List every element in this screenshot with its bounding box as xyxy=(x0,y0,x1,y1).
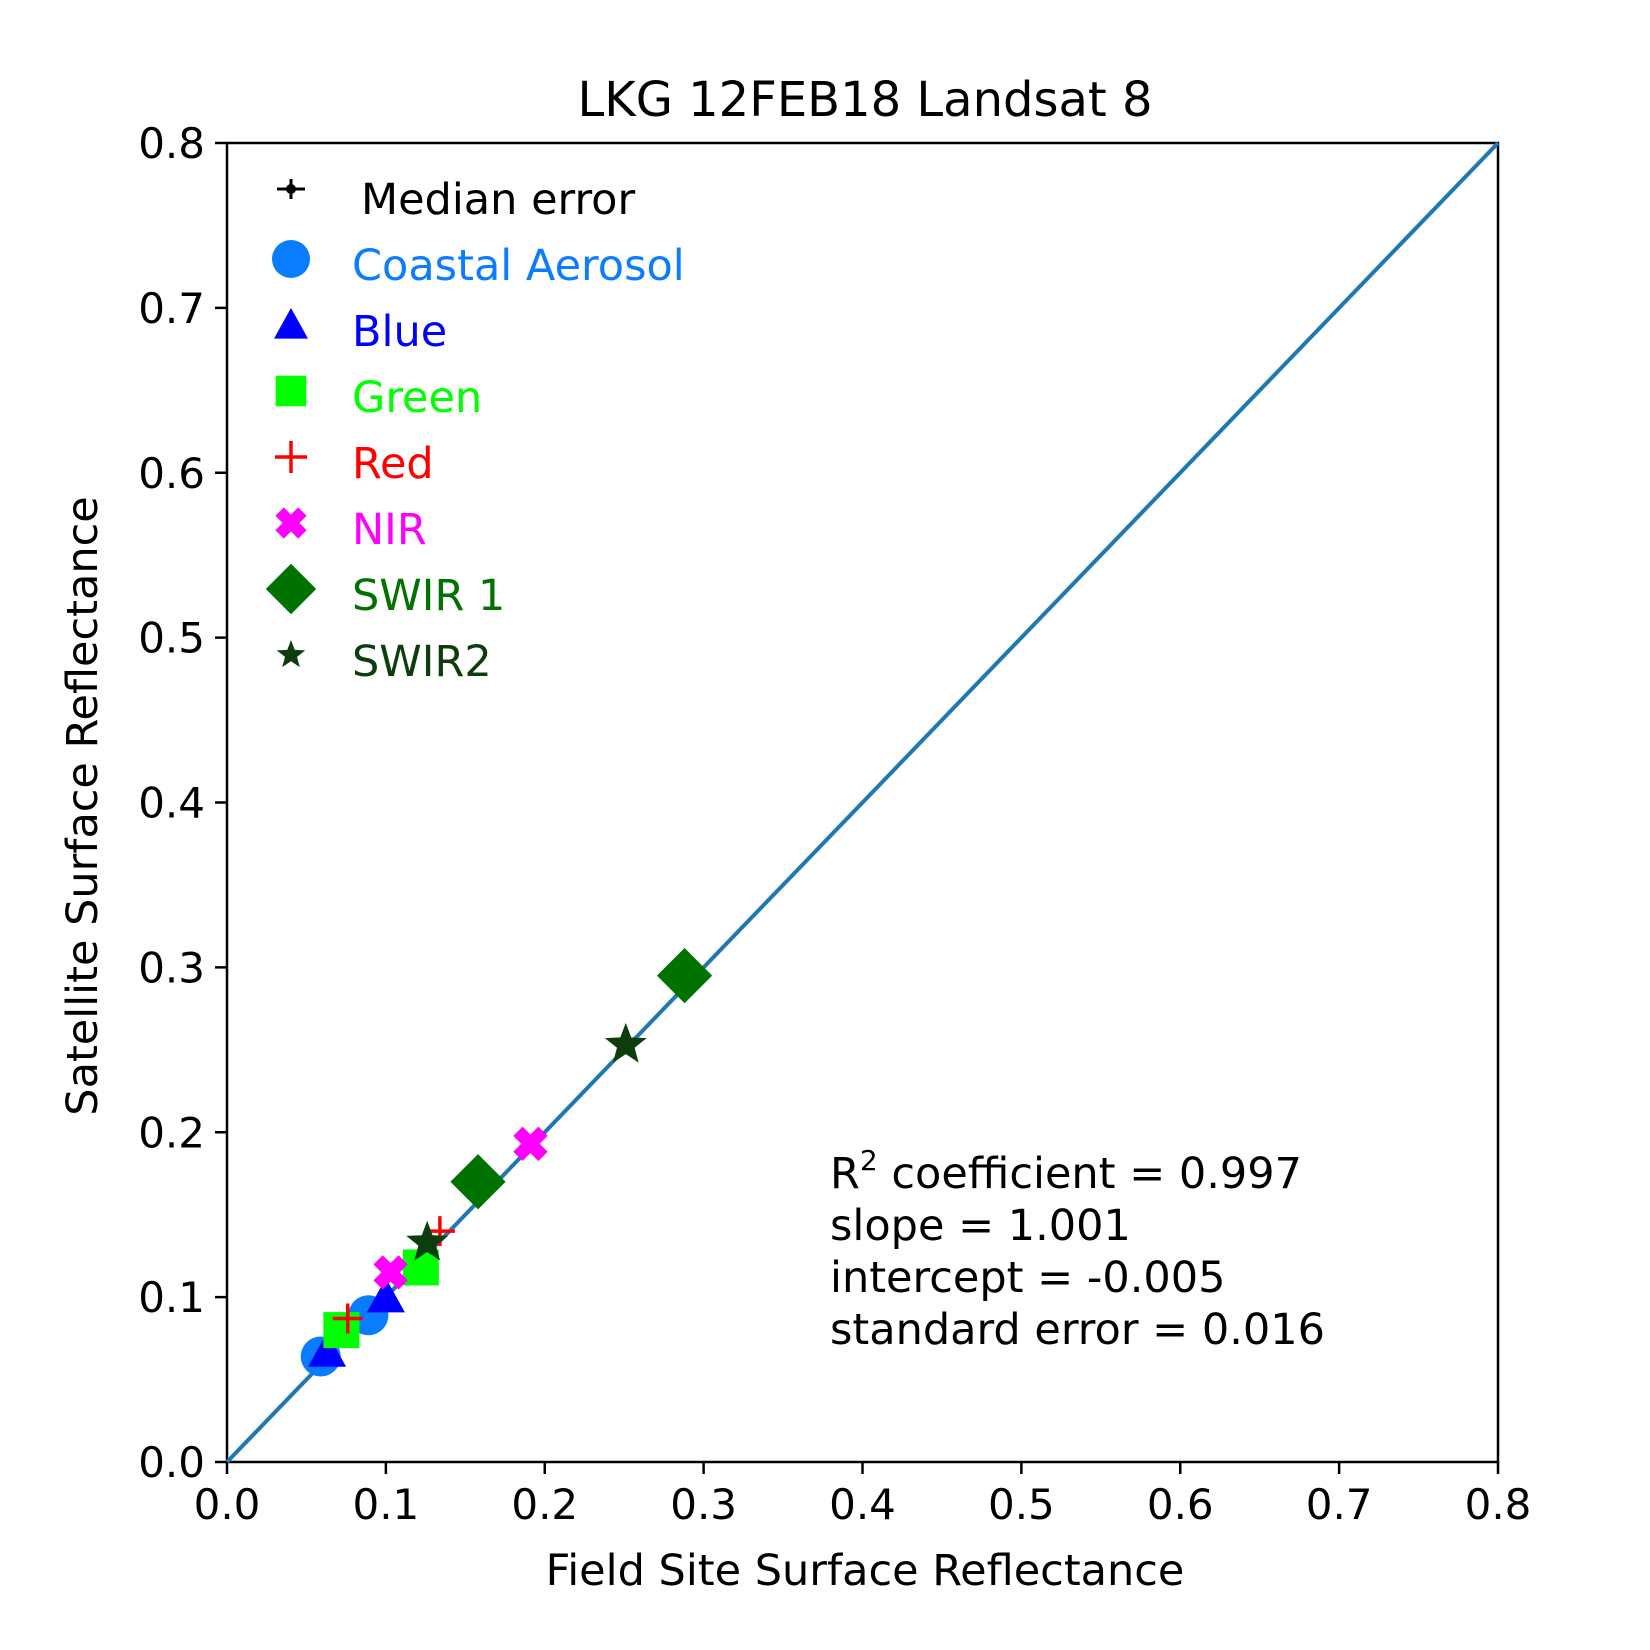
y-tick-label: 0.8 xyxy=(138,119,205,168)
y-tick-label: 0.1 xyxy=(138,1273,205,1322)
legend-marker-swir2 xyxy=(276,640,306,668)
data-point-swir-1 xyxy=(656,948,713,1004)
data-point-blue xyxy=(366,1278,405,1313)
x-tick-label: 0.3 xyxy=(670,1480,737,1529)
data-point-blue xyxy=(308,1332,347,1367)
chart-title: LKG 12FEB18 Landsat 8 xyxy=(577,72,1152,128)
intercept-text: intercept = -0.005 xyxy=(830,1253,1225,1303)
y-axis-label: Satellite Surface Reflectance xyxy=(58,496,108,1115)
errorbar-center xyxy=(286,184,296,194)
legend-label-swir2: SWIR2 xyxy=(352,637,492,687)
x-tick-label: 0.7 xyxy=(1306,1480,1373,1529)
data-point-nir xyxy=(373,1255,408,1290)
legend-label-green: Green xyxy=(352,373,482,423)
data-point-swir2 xyxy=(604,1022,647,1063)
stats-annotation: R2 coefficient = 0.997 slope = 1.001 int… xyxy=(830,1144,1325,1355)
standard-error-text: standard error = 0.016 xyxy=(830,1305,1325,1355)
y-tick-label: 0.4 xyxy=(138,779,205,828)
x-axis-label: Field Site Surface Reflectance xyxy=(546,1546,1185,1596)
x-tick-label: 0.5 xyxy=(988,1480,1055,1529)
x-tick-label: 0.1 xyxy=(352,1480,419,1529)
legend-marker-red xyxy=(275,441,307,473)
slope-text: slope = 1.001 xyxy=(830,1201,1131,1251)
legend-label-red: Red xyxy=(352,439,434,489)
legend-label-swir-1: SWIR 1 xyxy=(352,571,505,621)
legend: Median error Coastal Aerosol Blue Green Red N… xyxy=(265,175,685,687)
y-tick-label: 0.3 xyxy=(138,943,205,992)
x-tick-label: 0.0 xyxy=(194,1480,261,1529)
legend-marker-coastal-aerosol xyxy=(272,240,310,278)
y-tick-label: 0.0 xyxy=(138,1438,205,1487)
x-tick-label: 0.2 xyxy=(511,1480,578,1529)
x-tick-label: 0.6 xyxy=(1147,1480,1214,1529)
data-point-swir2 xyxy=(406,1220,449,1261)
legend-label-median-error: Median error xyxy=(361,175,635,225)
y-tick-label: 0.2 xyxy=(138,1108,205,1157)
y-tick-label: 0.5 xyxy=(138,614,205,663)
y-tick-label: 0.7 xyxy=(138,284,205,333)
legend-marker-swir-1 xyxy=(265,563,317,615)
legend-marker-green xyxy=(275,375,307,407)
legend-marker-nir xyxy=(275,507,307,539)
legend-label-coastal-aerosol: Coastal Aerosol xyxy=(352,241,685,291)
r2-coefficient-text: R2 coefficient = 0.997 xyxy=(830,1144,1302,1199)
data-point-swir-1 xyxy=(450,1154,506,1210)
legend-marker-blue xyxy=(274,308,308,339)
y-tick-label: 0.6 xyxy=(138,449,205,498)
legend-marker-median-error xyxy=(277,179,305,199)
x-tick-label: 0.8 xyxy=(1465,1480,1532,1529)
x-tick-label: 0.4 xyxy=(829,1480,896,1529)
data-point-nir xyxy=(513,1126,548,1161)
legend-label-blue: Blue xyxy=(352,307,447,357)
data-point-red xyxy=(332,1303,363,1334)
legend-label-nir: NIR xyxy=(352,505,427,555)
